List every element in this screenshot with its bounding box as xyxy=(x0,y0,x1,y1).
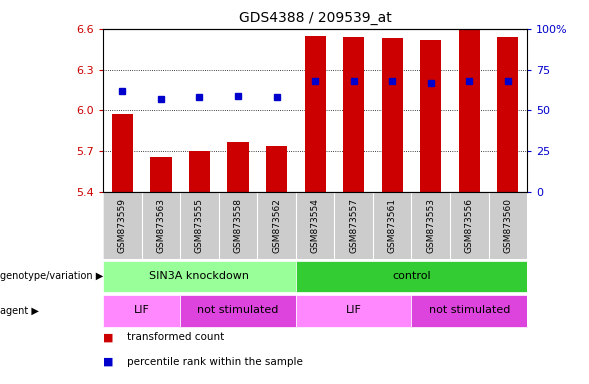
Bar xyxy=(296,261,527,292)
Bar xyxy=(296,296,412,326)
Bar xyxy=(189,151,210,192)
Bar xyxy=(305,36,326,192)
Bar xyxy=(112,114,133,192)
Text: agent ▶: agent ▶ xyxy=(0,306,39,316)
Bar xyxy=(343,37,364,192)
Text: LIF: LIF xyxy=(134,305,150,315)
Text: GSM873563: GSM873563 xyxy=(157,198,166,253)
Text: genotype/variation ▶: genotype/variation ▶ xyxy=(0,271,103,281)
Bar xyxy=(382,38,403,192)
Title: GDS4388 / 209539_at: GDS4388 / 209539_at xyxy=(239,11,392,25)
Text: GSM873556: GSM873556 xyxy=(465,198,474,253)
Bar xyxy=(180,296,296,326)
Bar xyxy=(227,142,249,192)
Text: GSM873558: GSM873558 xyxy=(233,198,243,253)
Text: ■: ■ xyxy=(103,332,114,342)
Text: GSM873560: GSM873560 xyxy=(504,198,512,253)
Text: GSM873553: GSM873553 xyxy=(426,198,435,253)
Bar xyxy=(150,157,171,192)
Bar xyxy=(459,30,480,192)
Text: ■: ■ xyxy=(103,357,114,367)
Text: transformed count: transformed count xyxy=(127,332,224,342)
Text: not stimulated: not stimulated xyxy=(429,305,510,315)
Bar xyxy=(420,40,441,192)
Bar xyxy=(412,296,527,326)
Bar xyxy=(103,296,180,326)
Text: GSM873557: GSM873557 xyxy=(349,198,358,253)
Text: percentile rank within the sample: percentile rank within the sample xyxy=(127,357,303,367)
Text: GSM873562: GSM873562 xyxy=(272,198,281,253)
Text: control: control xyxy=(392,271,431,281)
Bar xyxy=(103,261,296,292)
Text: not stimulated: not stimulated xyxy=(197,305,279,315)
Text: GSM873559: GSM873559 xyxy=(118,198,127,253)
Text: GSM873561: GSM873561 xyxy=(388,198,397,253)
Text: LIF: LIF xyxy=(346,305,362,315)
Bar xyxy=(497,37,518,192)
Text: SIN3A knockdown: SIN3A knockdown xyxy=(150,271,250,281)
Bar xyxy=(266,146,287,192)
Text: GSM873554: GSM873554 xyxy=(310,198,320,253)
Text: GSM873555: GSM873555 xyxy=(195,198,204,253)
